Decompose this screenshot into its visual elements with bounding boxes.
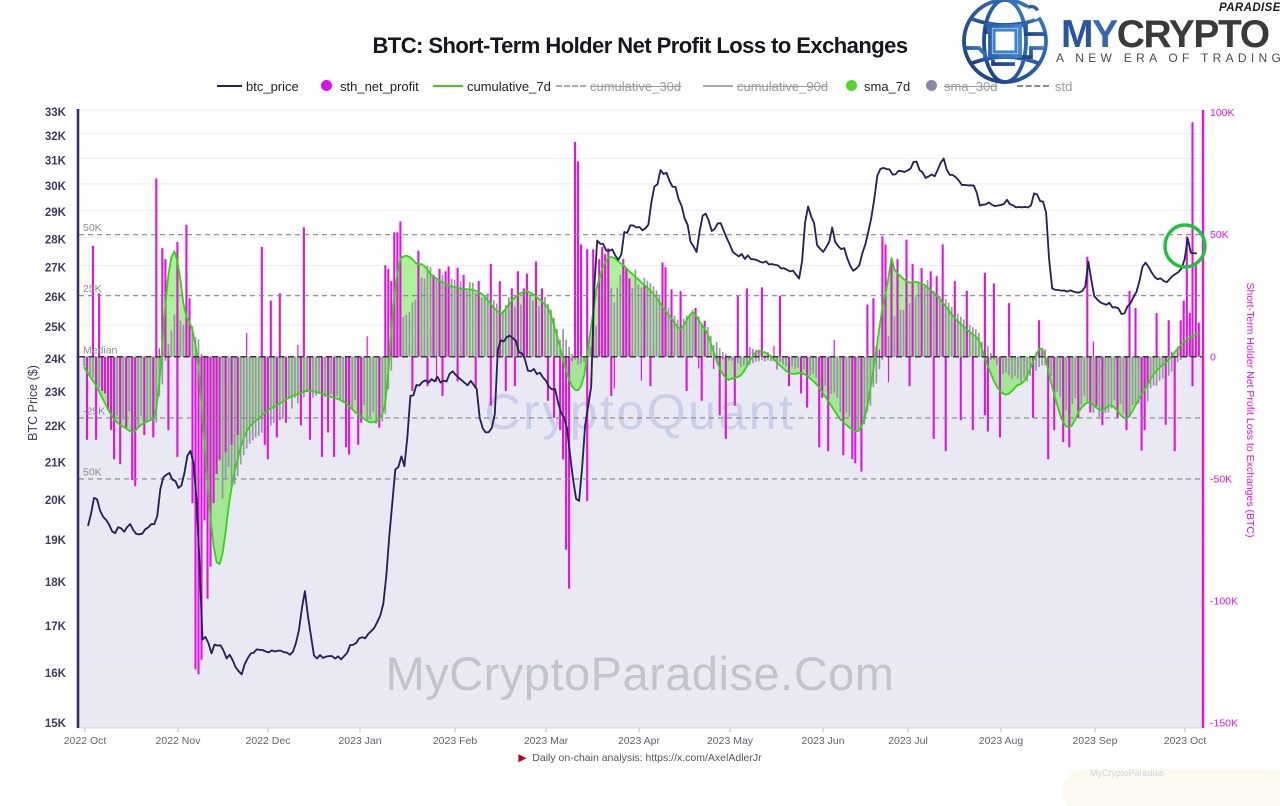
svg-text:29K: 29K [45, 207, 67, 219]
svg-text:2022 Dec: 2022 Dec [246, 735, 291, 747]
svg-text:23K: 23K [45, 387, 67, 399]
svg-text:-100K: -100K [1210, 596, 1238, 608]
svg-text:2023 Aug: 2023 Aug [979, 735, 1024, 747]
svg-text:21K: 21K [45, 457, 67, 469]
svg-text:25K: 25K [45, 322, 67, 334]
svg-text:Median: Median [83, 344, 118, 356]
svg-text:22K: 22K [45, 421, 67, 433]
svg-text:30K: 30K [45, 181, 67, 193]
svg-text:Short-Term Holder Net Profit L: Short-Term Holder Net Profit Loss to Exc… [1244, 282, 1256, 537]
svg-text:-150K: -150K [1210, 718, 1238, 730]
svg-text:-25K: -25K [83, 405, 105, 417]
svg-text:2022 Nov: 2022 Nov [156, 735, 202, 747]
svg-text:2022 Oct: 2022 Oct [64, 735, 107, 747]
svg-text:2023 May: 2023 May [707, 735, 754, 747]
svg-text:50K: 50K [83, 466, 102, 478]
svg-text:19K: 19K [45, 535, 67, 547]
svg-text:26K: 26K [45, 292, 67, 304]
svg-text:2023 Sep: 2023 Sep [1073, 735, 1118, 747]
svg-text:32K: 32K [45, 131, 67, 143]
svg-text:16K: 16K [45, 668, 67, 680]
svg-text:50K: 50K [83, 222, 102, 234]
svg-text:20K: 20K [45, 495, 67, 507]
svg-text:2023 Jan: 2023 Jan [338, 735, 381, 747]
svg-text:2023 Jun: 2023 Jun [801, 735, 844, 747]
svg-text:2023 Oct: 2023 Oct [1164, 735, 1207, 747]
svg-text:25K: 25K [83, 283, 102, 295]
svg-text:27K: 27K [45, 263, 67, 275]
svg-text:2023 Mar: 2023 Mar [524, 735, 569, 747]
svg-text:28K: 28K [45, 234, 67, 246]
svg-text:-50K: -50K [1210, 473, 1232, 485]
svg-text:17K: 17K [45, 621, 67, 633]
svg-text:100K: 100K [1210, 107, 1235, 119]
svg-text:15K: 15K [45, 718, 67, 730]
svg-text:CryptoQuant: CryptoQuant [485, 384, 796, 440]
svg-text:18K: 18K [45, 577, 67, 589]
svg-text:MyCryptoParadise: MyCryptoParadise [1090, 768, 1164, 778]
svg-text:31K: 31K [45, 156, 67, 168]
svg-text:50K: 50K [1210, 229, 1229, 241]
svg-text:MyCryptoParadise.Com: MyCryptoParadise.Com [386, 647, 895, 700]
svg-text:2023 Jul: 2023 Jul [888, 735, 928, 747]
svg-text:2023 Apr: 2023 Apr [618, 735, 661, 747]
svg-text:33K: 33K [45, 107, 67, 119]
svg-text:0: 0 [1210, 351, 1216, 363]
svg-text:BTC Price ($): BTC Price ($) [26, 365, 40, 441]
svg-text:24K: 24K [45, 354, 67, 366]
svg-text:2023 Feb: 2023 Feb [433, 735, 478, 747]
